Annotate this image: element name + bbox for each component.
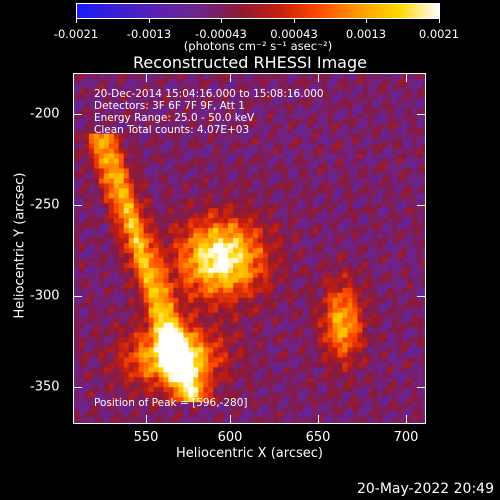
colorbar-tick	[439, 19, 440, 23]
y-tick-mark	[74, 114, 82, 115]
heatmap-image	[74, 74, 425, 423]
peak-position-label: Position of Peak = [596,-280]	[94, 397, 248, 409]
clean-counts-annotation: Clean Total counts: 4.07E+03	[94, 124, 250, 136]
y-tick-mark	[417, 205, 425, 206]
colorbar-tick-label: 0.0013	[345, 27, 387, 41]
y-axis-label: Heliocentric Y (arcsec)	[12, 172, 28, 319]
x-tick-mark	[146, 415, 147, 423]
colorbar-tick	[76, 19, 77, 23]
x-tick-mark	[406, 415, 407, 423]
y-tick-label: -350	[30, 379, 60, 395]
colorbar-tick-label: -0.0013	[126, 27, 172, 41]
x-tick-mark	[318, 415, 319, 423]
y-tick-label: -250	[30, 197, 60, 213]
x-tick-mark	[318, 74, 319, 82]
chart-title: Reconstructed RHESSI Image	[133, 53, 367, 72]
plot-date-label: 20-May-2022 20:49	[356, 481, 494, 497]
plot-area: 20-Dec-2014 15:04:16.000 to 15:08:16.000…	[73, 73, 426, 424]
colorbar-tick-label: -0.00043	[195, 27, 247, 41]
colorbar-tick-label: 0.0021	[418, 27, 460, 41]
time-range-annotation: 20-Dec-2014 15:04:16.000 to 15:08:16.000	[94, 88, 324, 100]
detectors-annotation: Detectors: 3F 6F 7F 9F, Att 1	[94, 100, 245, 112]
x-tick-label: 550	[133, 430, 159, 445]
colorbar-tick	[221, 19, 222, 23]
x-tick-mark	[230, 74, 231, 82]
y-tick-mark	[417, 114, 425, 115]
colorbar-tick-label: 0.00043	[270, 27, 318, 41]
y-tick-mark	[74, 205, 82, 206]
x-tick-mark	[406, 74, 407, 82]
colorbar-tick	[294, 19, 295, 23]
colorbar-tick	[149, 19, 150, 23]
colorbar-tick-label: -0.0021	[53, 27, 99, 41]
x-tick-label: 700	[393, 430, 419, 445]
y-tick-label: -300	[30, 288, 60, 304]
y-tick-mark	[74, 296, 82, 297]
y-tick-mark	[417, 387, 425, 388]
colorbar-tick	[366, 19, 367, 23]
colorbar-units-label: (photons cm⁻² s⁻¹ asec⁻²)	[183, 39, 333, 53]
x-tick-label: 650	[305, 430, 331, 445]
x-tick-mark	[146, 74, 147, 82]
y-tick-mark	[74, 387, 82, 388]
x-tick-label: 600	[217, 430, 243, 445]
y-tick-mark	[417, 296, 425, 297]
x-axis-label: Heliocentric X (arcsec)	[176, 446, 323, 461]
energy-range-annotation: Energy Range: 25.0 - 50.0 keV	[94, 112, 255, 124]
colorbar	[76, 3, 440, 19]
y-tick-label: -200	[30, 106, 60, 122]
x-tick-mark	[230, 415, 231, 423]
